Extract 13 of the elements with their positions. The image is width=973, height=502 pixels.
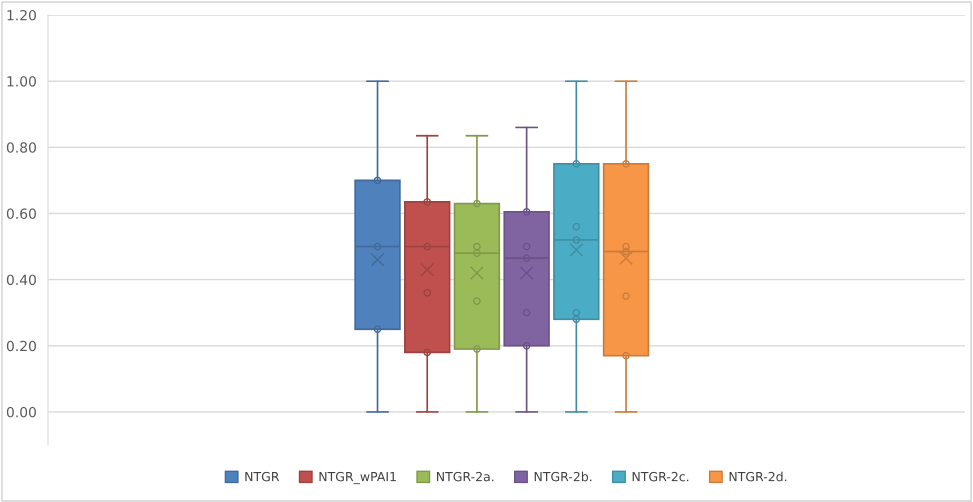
legend-label: NTGR-2a. bbox=[437, 472, 494, 482]
y-tick-label: 1.00 bbox=[7, 76, 36, 87]
y-tick-label: 0.00 bbox=[6, 406, 36, 418]
legend-label: NTGR-2c. bbox=[632, 472, 688, 482]
legend-label: NTGR bbox=[245, 472, 280, 482]
legend-label: NTGR-2d. bbox=[730, 472, 786, 482]
legend-label: NTGR_wPAI1 bbox=[319, 472, 396, 484]
legend-label: NTGR-2b. bbox=[534, 472, 592, 482]
y-tick-label: 0.60 bbox=[6, 208, 36, 219]
y-tick-label: 0.20 bbox=[6, 340, 36, 352]
y-tick-label: 1.20 bbox=[7, 10, 36, 20]
y-tick-label: 0.40 bbox=[6, 274, 36, 286]
y-tick-label: 0.80 bbox=[6, 142, 36, 153]
